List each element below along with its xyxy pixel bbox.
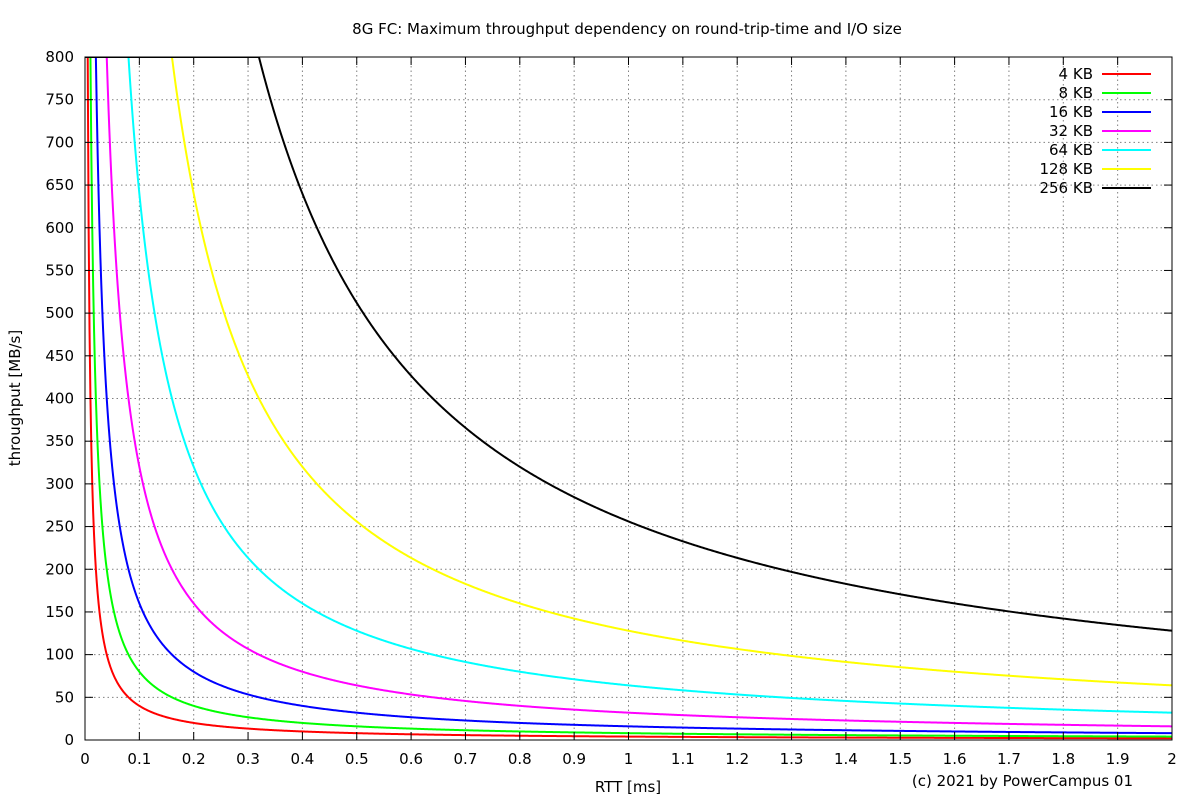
legend-label: 256 KB [1039,179,1093,197]
x-tick-label: 0.4 [290,750,314,768]
x-tick-label: 0.5 [345,750,369,768]
x-tick-label: 1.4 [834,750,858,768]
y-tick-label: 100 [45,646,74,664]
series-line-8-kb [85,57,1172,738]
legend-label: 64 KB [1049,141,1093,159]
x-tick-label: 0.6 [399,750,423,768]
y-tick-label: 200 [45,560,74,578]
y-tick-label: 400 [45,390,74,408]
copyright-annotation: (c) 2021 by PowerCampus 01 [912,772,1133,790]
y-tick-label: 250 [45,518,74,536]
x-tick-label: 1.5 [888,750,912,768]
legend-label: 16 KB [1049,103,1093,121]
y-tick-label: 750 [45,91,74,109]
x-tick-label: 0 [80,750,90,768]
y-tick-labels: 0 50 100 150 200 250 300 350 400 450 500 550 600 650 7… [45,48,74,749]
y-tick-label: 650 [45,176,74,194]
y-tick-label: 350 [45,432,74,450]
y-tick-label: 50 [55,688,74,706]
series-group [85,57,1172,740]
series-line-128-kb [85,57,1172,687]
y-tick-label: 800 [45,48,74,66]
x-tick-label: 1.2 [725,750,749,768]
series-line-256-kb [85,57,1172,632]
y-tick-label: 150 [45,603,74,621]
x-tick-label: 1.8 [1051,750,1075,768]
y-tick-label: 600 [45,219,74,237]
x-tick-label: 0.9 [562,750,586,768]
y-tick-label: 500 [45,304,74,322]
y-axis-label: throughput [MB/s] [6,330,24,466]
y-tick-label: 700 [45,133,74,151]
x-tick-label: 0.3 [236,750,260,768]
y-tick-label: 300 [45,475,74,493]
series-line-32-kb [85,57,1172,728]
x-tick-label: 1.1 [671,750,695,768]
x-tick-label: 1 [624,750,634,768]
x-tick-label: 0.8 [508,750,532,768]
series-line-16-kb [85,57,1172,735]
legend-label: 128 KB [1039,160,1093,178]
y-tick-label: 0 [64,731,74,749]
grid [85,57,1172,740]
series-line-64-kb [85,57,1172,714]
x-tick-label: 0.7 [454,750,478,768]
x-axis-label: RTT [ms] [595,778,661,796]
legend-label: 8 KB [1059,84,1093,102]
x-tick-label: 1.7 [997,750,1021,768]
legend-label: 32 KB [1049,122,1093,140]
x-tick-label: 1.6 [943,750,967,768]
x-tick-label: 1.3 [780,750,804,768]
y-tick-label: 550 [45,261,74,279]
chart-title: 8G FC: Maximum throughput dependency on … [352,20,902,38]
x-tick-label: 0.1 [127,750,151,768]
series-line-4-kb [85,57,1172,740]
x-tick-label: 0.2 [182,750,206,768]
y-tick-label: 450 [45,347,74,365]
x-tick-label: 1.9 [1106,750,1130,768]
legend-label: 4 KB [1059,65,1093,83]
x-tick-labels: 0 0.1 0.2 0.3 0.4 0.5 0.6 0.7 0.8 0.9 1 1.1 1.2 1.3 1.… [80,750,1177,768]
x-tick-label: 2 [1167,750,1177,768]
ticks [84,56,1173,741]
